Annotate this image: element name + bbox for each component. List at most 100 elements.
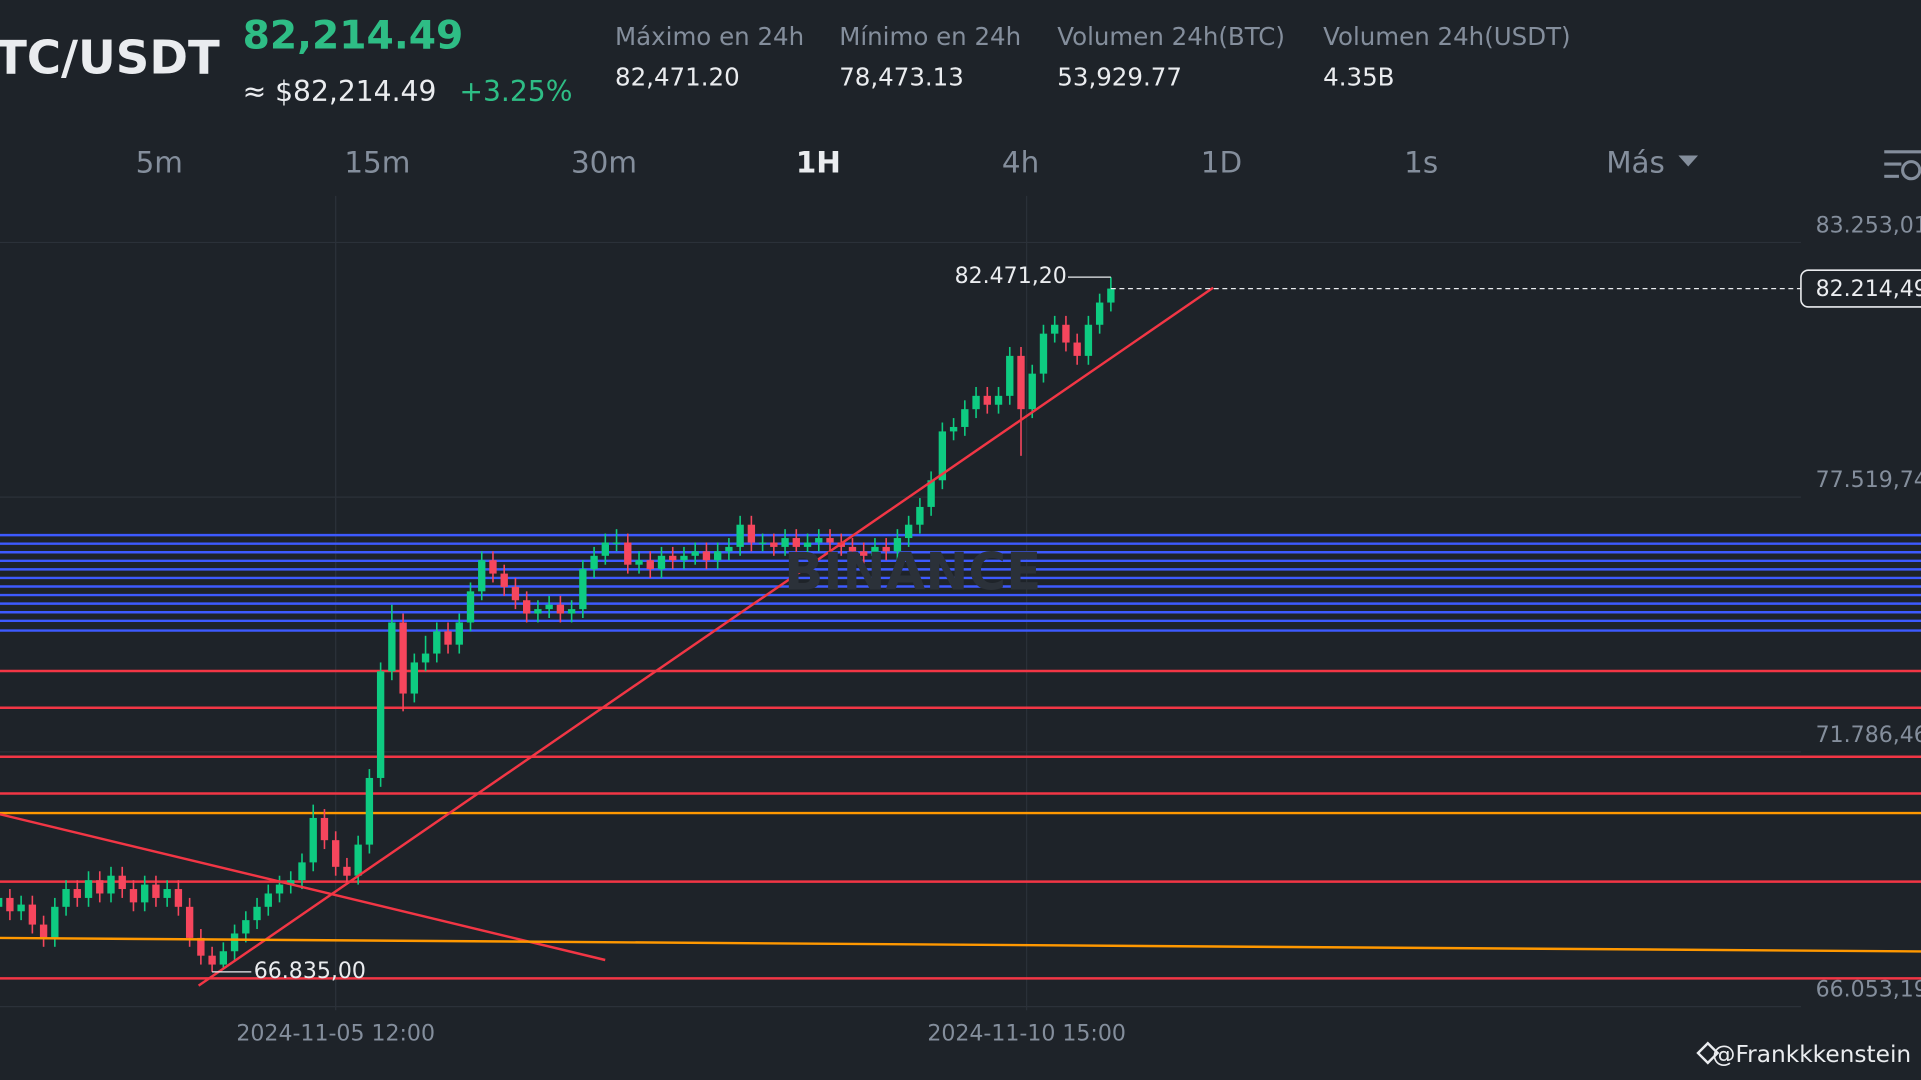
candle-body (174, 889, 183, 907)
candle-body (421, 653, 430, 663)
candle-body (826, 538, 834, 543)
candle-body (590, 555, 598, 570)
candle-body (1095, 302, 1104, 325)
candle-body (399, 622, 407, 694)
candle-body (904, 524, 913, 539)
candle-body (983, 395, 991, 405)
timeframe-tab[interactable]: 15m (344, 146, 410, 180)
candle-body (354, 844, 362, 876)
candle-body (320, 817, 329, 841)
candle-body (523, 600, 531, 614)
candle-body (1084, 324, 1093, 356)
candle-body (1062, 324, 1070, 343)
timeframe-tab[interactable]: 1H (796, 146, 841, 180)
timeframe-tab[interactable]: 5m (136, 146, 183, 180)
timeframe-tab[interactable]: 1D (1201, 146, 1242, 180)
candle-body (882, 546, 890, 552)
candle-body (489, 560, 497, 574)
candle-body (17, 904, 25, 912)
candle-body (725, 546, 733, 552)
candle-body (624, 542, 632, 565)
candle-body (500, 573, 508, 587)
candle-body (388, 622, 396, 672)
candle-body (848, 546, 857, 552)
stat-label: Volumen 24h(USDT) (1323, 22, 1570, 51)
candle-body (1039, 333, 1048, 374)
candle-body (713, 551, 722, 561)
candle-body (163, 889, 171, 898)
y-tick-label: 83.253,01 (1816, 214, 1921, 239)
candle-body (803, 542, 812, 547)
stat-value: 82,471.20 (615, 62, 740, 91)
candle-body (938, 431, 947, 481)
pair: TC/USDT (0, 31, 220, 85)
candle-body (871, 546, 879, 556)
candle-body (152, 884, 160, 898)
candle-body (770, 542, 778, 547)
candle-body (332, 840, 340, 867)
candle-body (0, 897, 3, 907)
candle-body (309, 817, 317, 863)
candle-body (28, 904, 37, 925)
candle-body (691, 551, 699, 556)
timeframes: 5m 15m 30m 1H 4h 1D 1s Más (136, 146, 1665, 180)
candle-body (927, 480, 935, 507)
timeframe-tab[interactable]: Más (1606, 146, 1665, 180)
candle-body (612, 542, 621, 544)
candle-body (62, 889, 70, 907)
candle-body (702, 551, 711, 561)
candle-body (433, 631, 441, 654)
candle-body (545, 604, 553, 610)
candle-body (118, 875, 126, 890)
candle-body (264, 893, 272, 907)
candle-body (860, 551, 868, 556)
candle-body (534, 609, 542, 614)
candle-body (219, 951, 228, 965)
watermark: BINANCE (784, 543, 1041, 603)
y-tick-label: 71.786,46 (1816, 723, 1921, 748)
candle-body (39, 924, 48, 938)
candle-body (287, 880, 295, 885)
candle-body (365, 777, 374, 845)
candle-body (1006, 355, 1014, 396)
candle-body (961, 409, 969, 427)
more-caret (1678, 155, 1699, 167)
price: 82,214.49 (243, 13, 464, 58)
candle-body (646, 560, 654, 570)
timeframe-tab[interactable]: 30m (571, 146, 637, 180)
candle-body (51, 906, 59, 938)
y-tick-label: 77.519,74 (1816, 468, 1921, 493)
last-price-box (1800, 269, 1921, 308)
candle-body (141, 884, 149, 903)
candle-body (567, 609, 576, 614)
candle-body (556, 604, 565, 614)
stat-value: 78,473.13 (839, 62, 964, 91)
candle-body (1073, 342, 1081, 356)
high-label: 82.471,20 (955, 264, 1067, 289)
candle-body (781, 538, 789, 547)
candle-body (230, 933, 239, 952)
candle-body (455, 622, 463, 645)
timeframe-tab[interactable]: 4h (1002, 146, 1039, 180)
candle-body (478, 560, 486, 592)
stat-label: Volumen 24h(BTC) (1057, 22, 1285, 51)
candle-body (1017, 355, 1025, 410)
credit: @Frankkkenstein (1712, 1041, 1911, 1068)
candle-body (6, 897, 14, 912)
candle-body (601, 542, 609, 556)
credit-logo (1696, 1041, 1720, 1065)
candle-body (747, 524, 756, 543)
candle-body (972, 395, 980, 410)
candle-body (73, 889, 81, 898)
candle-body (376, 671, 385, 778)
stats: Máximo en 24h 82,471.20 Mínimo en 24h 78,47… (615, 22, 1571, 91)
timeframe-tab[interactable]: 1s (1404, 146, 1438, 180)
candle-body (511, 586, 520, 601)
y-tick-label: 66.053,19 (1816, 978, 1921, 1003)
candle-body (410, 662, 419, 694)
candle-body (466, 591, 475, 623)
candle-body (298, 862, 306, 881)
